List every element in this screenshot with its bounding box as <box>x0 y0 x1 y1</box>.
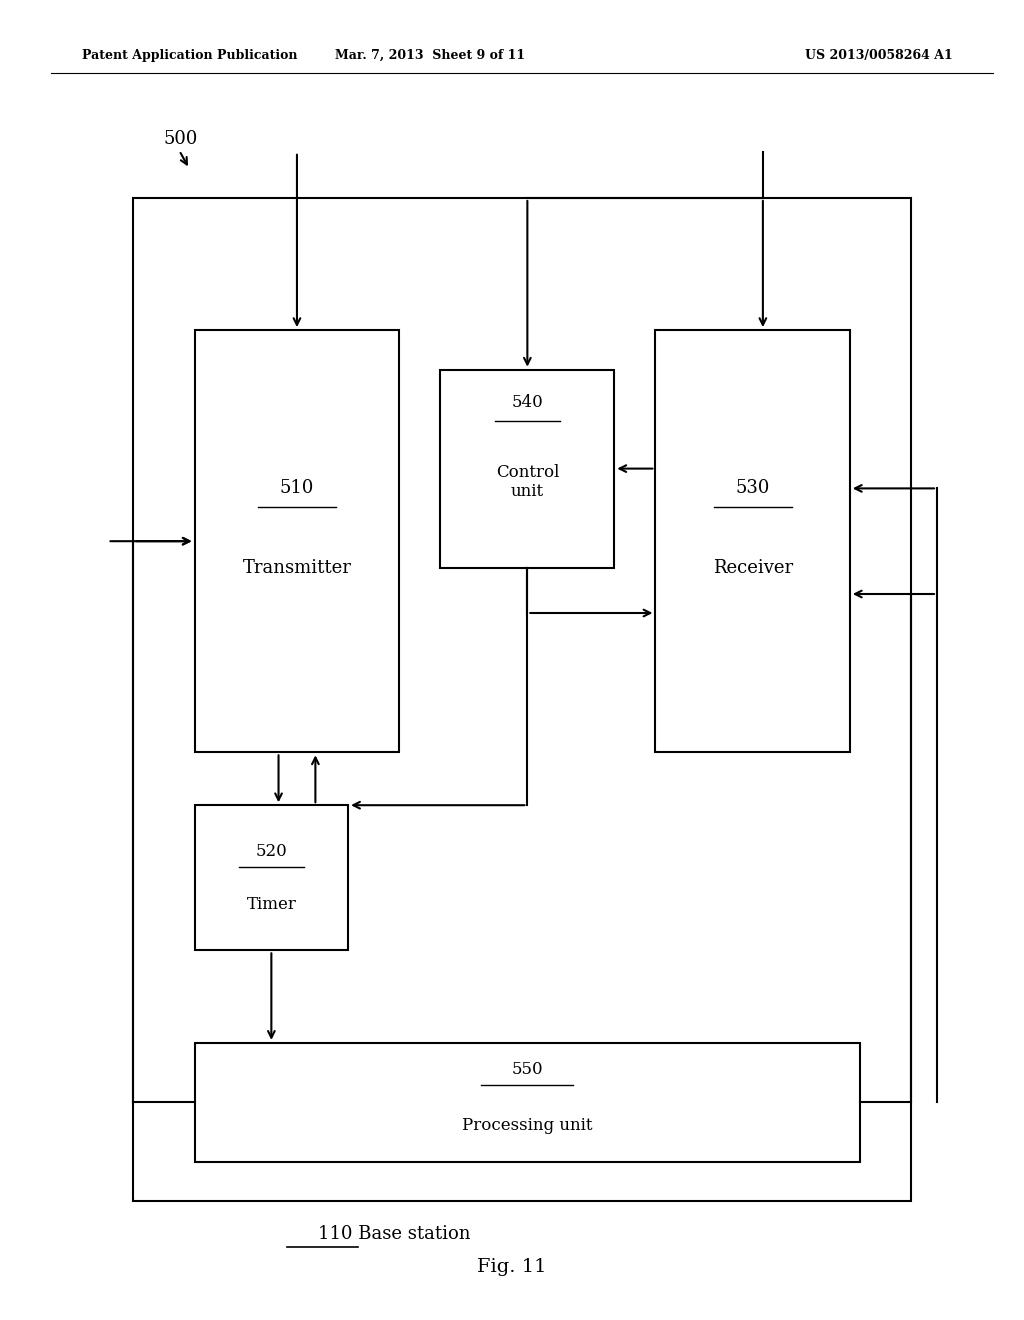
Bar <box>655 330 850 752</box>
Bar <box>195 1043 860 1162</box>
Bar <box>195 805 348 950</box>
Text: 530: 530 <box>735 479 770 498</box>
Text: 540: 540 <box>511 395 544 411</box>
Text: Processing unit: Processing unit <box>462 1118 593 1134</box>
Text: Transmitter: Transmitter <box>243 558 351 577</box>
Text: 500: 500 <box>164 129 199 148</box>
Text: Control
unit: Control unit <box>496 463 559 500</box>
Text: Mar. 7, 2013  Sheet 9 of 11: Mar. 7, 2013 Sheet 9 of 11 <box>335 49 525 62</box>
Text: Timer: Timer <box>247 896 296 912</box>
Text: 510: 510 <box>280 479 314 498</box>
Text: 520: 520 <box>255 843 288 859</box>
Bar <box>133 198 911 1201</box>
Text: Receiver: Receiver <box>713 558 793 577</box>
Text: Patent Application Publication: Patent Application Publication <box>82 49 297 62</box>
Text: 110 Base station: 110 Base station <box>318 1225 470 1243</box>
Text: Fig. 11: Fig. 11 <box>477 1258 547 1276</box>
Bar <box>440 370 614 568</box>
Bar <box>195 330 399 752</box>
Text: 550: 550 <box>512 1061 543 1077</box>
Text: US 2013/0058264 A1: US 2013/0058264 A1 <box>805 49 952 62</box>
